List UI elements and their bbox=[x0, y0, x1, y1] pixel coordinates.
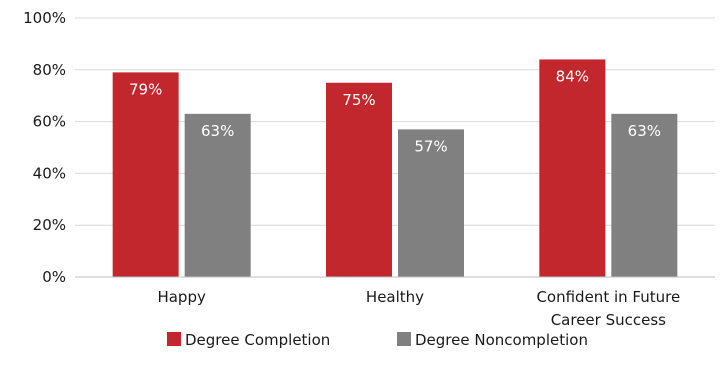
bar-data-label: 79% bbox=[129, 80, 162, 98]
bar-data-label: 84% bbox=[556, 67, 589, 85]
y-tick-label: 40% bbox=[33, 164, 66, 182]
bar-data-label: 75% bbox=[342, 91, 375, 109]
y-tick-label: 60% bbox=[33, 113, 66, 131]
y-tick-label: 20% bbox=[33, 216, 66, 234]
category-label-line: Happy bbox=[157, 288, 206, 306]
category-label-line: Healthy bbox=[366, 288, 424, 306]
legend-label: Degree Noncompletion bbox=[415, 331, 588, 349]
legend-swatch bbox=[167, 332, 181, 346]
bars bbox=[112, 59, 678, 277]
category-label-line: Career Success bbox=[551, 311, 666, 329]
category-label: Healthy bbox=[366, 288, 424, 306]
category-labels: Happy Healthy Confident in Future Career Su… bbox=[157, 288, 680, 329]
bar-data-label: 57% bbox=[414, 137, 447, 155]
legend: Degree Completion Degree Noncompletion bbox=[167, 331, 588, 349]
bar-degree-noncompletion bbox=[611, 113, 678, 277]
y-axis-tick-labels: 0% 20% 40% 60% 80% 100% bbox=[23, 9, 66, 286]
bar-degree-completion bbox=[539, 59, 606, 277]
bar-data-label: 63% bbox=[628, 122, 661, 140]
y-tick-label: 0% bbox=[42, 268, 66, 286]
bar-data-labels: 79% 63% 75% 57% 84% 63% bbox=[129, 67, 661, 155]
legend-label: Degree Completion bbox=[185, 331, 330, 349]
y-tick-label: 100% bbox=[23, 9, 66, 27]
category-label: Happy bbox=[157, 288, 206, 306]
bar-data-label: 63% bbox=[201, 122, 234, 140]
category-label-line: Confident in Future bbox=[536, 288, 680, 306]
gridlines bbox=[75, 17, 715, 226]
y-tick-label: 80% bbox=[33, 61, 66, 79]
legend-swatch bbox=[397, 332, 411, 346]
bar-degree-noncompletion bbox=[398, 129, 464, 277]
bar-degree-noncompletion bbox=[184, 113, 251, 277]
bar-degree-completion bbox=[112, 72, 179, 277]
bar-degree-completion bbox=[326, 82, 392, 277]
category-label: Confident in Future Career Success bbox=[536, 288, 680, 329]
